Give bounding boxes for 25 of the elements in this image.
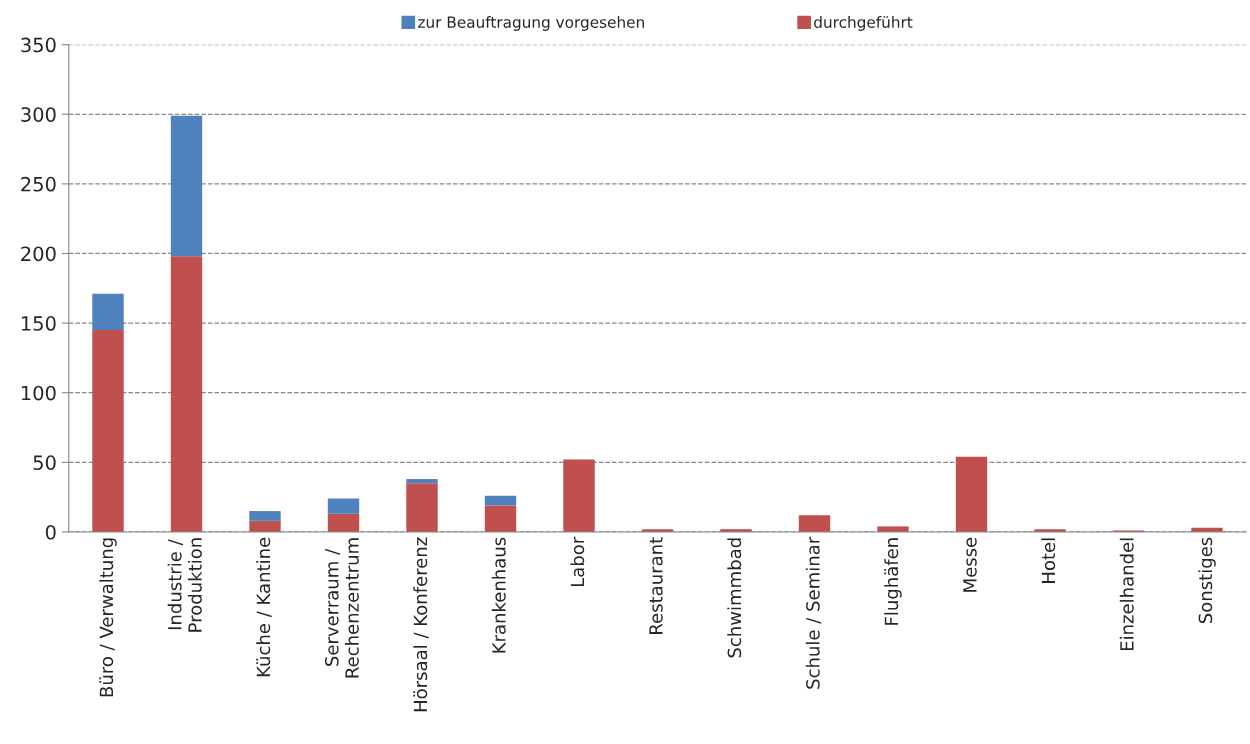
y-tick-label: 100 — [21, 385, 56, 401]
legend-label: zur Beauftragung vorgesehen — [418, 16, 644, 31]
x-tick-label: Industrie / Produktion — [167, 538, 202, 632]
x-tick-label: Labor — [570, 536, 585, 587]
x-tick-label: Hotel — [1041, 538, 1056, 583]
x-tick-label: Restaurant — [649, 537, 663, 634]
x-tick-label: Einzelhandel — [1119, 538, 1134, 651]
y-tick-label: 200 — [21, 246, 56, 262]
y-tick-label: 250 — [21, 176, 56, 192]
x-tick-label: Schwimmbad — [727, 538, 742, 658]
y-tick-label: 50 — [33, 455, 56, 471]
x-tick-label: Büro / Verwaltung — [99, 538, 117, 697]
x-tick-label: Serverraum / Rechenzentrum — [324, 538, 359, 678]
y-tick-label: 0 — [45, 524, 56, 540]
y-tick-label: 300 — [21, 107, 56, 122]
x-tick-label: Sonstiges — [1198, 537, 1216, 624]
y-tick-label: 350 — [21, 37, 56, 53]
x-tick-label: Krankenhaus — [491, 537, 506, 653]
x-tick-label: Küche / Kantine — [256, 537, 272, 677]
x-tick-label: Hörsaal / Konferenz — [413, 537, 429, 712]
x-tick-label: Schule / Seminar — [805, 536, 822, 689]
legend-label: durchgeführt — [814, 16, 913, 31]
x-tick-label: Flughäfen — [884, 538, 902, 625]
y-tick-label: 150 — [21, 316, 56, 331]
x-tick-label: Messe — [963, 537, 977, 592]
